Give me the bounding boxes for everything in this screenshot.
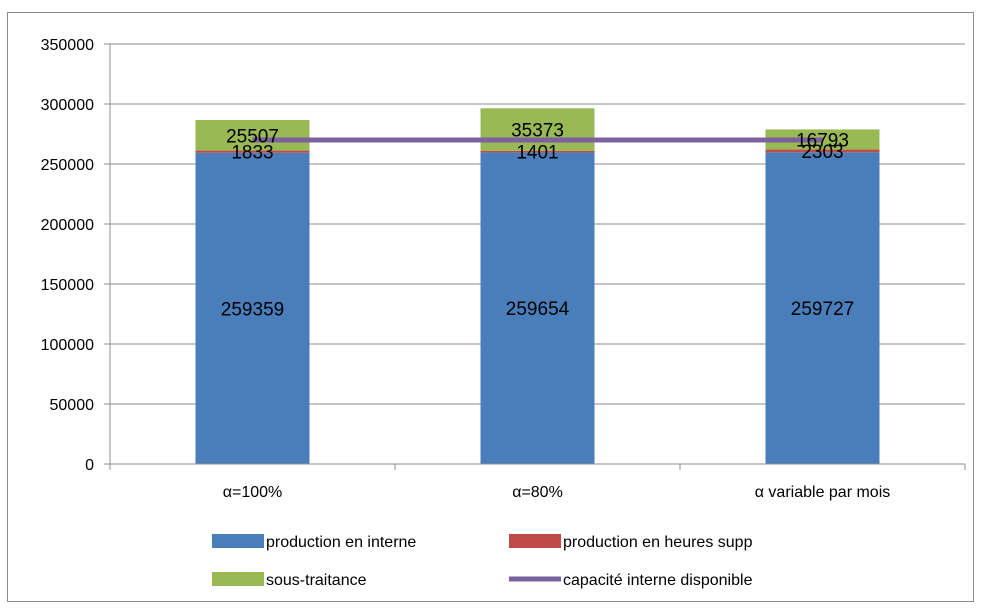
data-label: 35373 [511, 121, 564, 142]
y-tick-label: 150000 [41, 277, 94, 294]
x-category-label: α=80% [512, 484, 563, 501]
bar-segment [195, 150, 310, 153]
legend-swatch [212, 572, 264, 586]
y-tick-label: 0 [85, 457, 94, 474]
y-tick-label: 350000 [41, 37, 94, 54]
bars [195, 108, 880, 464]
data-label: 2303 [801, 142, 843, 163]
legend-item: capacité interne disponible [509, 572, 753, 589]
data-label: 16793 [796, 130, 849, 151]
bar-segment [480, 150, 595, 153]
x-category-label: α variable par mois [755, 484, 891, 501]
legend-label: sous-traitance [266, 572, 367, 589]
bar-segment [480, 108, 595, 151]
legend-item: production en interne [212, 534, 416, 551]
data-label: 259654 [506, 299, 570, 320]
bar-segment [765, 152, 880, 464]
legend-item: production en heures supp [509, 534, 753, 551]
bar-segment [480, 152, 595, 464]
legend-item: sous-traitance [212, 572, 367, 589]
bar-segment [195, 119, 310, 151]
legend-label: capacité interne disponible [563, 572, 753, 589]
legend-label: production en heures supp [563, 534, 753, 551]
y-tick-label: 50000 [50, 397, 95, 414]
bar-segment [195, 152, 310, 464]
legend-swatch [212, 534, 264, 548]
data-label: 1401 [516, 143, 558, 164]
legend-swatch [509, 534, 561, 548]
bar-segment [765, 149, 880, 153]
data-label: 259359 [221, 299, 284, 320]
y-tick-label: 200000 [41, 217, 94, 234]
y-tick-label: 300000 [41, 97, 94, 114]
x-axis: α=100% α=80% α variable par mois [109, 463, 966, 501]
y-tick-label: 250000 [41, 157, 94, 174]
y-axis: 0 50000 100000 150000 200000 250000 300000 3500… [41, 37, 111, 474]
legend: production en interne production en heure… [212, 534, 753, 589]
x-category-label: α=100% [223, 484, 283, 501]
data-label: 25507 [226, 126, 279, 147]
data-label: 1833 [231, 143, 273, 164]
data-label: 259727 [791, 299, 854, 320]
legend-label: production en interne [266, 534, 416, 551]
y-tick-label: 100000 [41, 337, 94, 354]
